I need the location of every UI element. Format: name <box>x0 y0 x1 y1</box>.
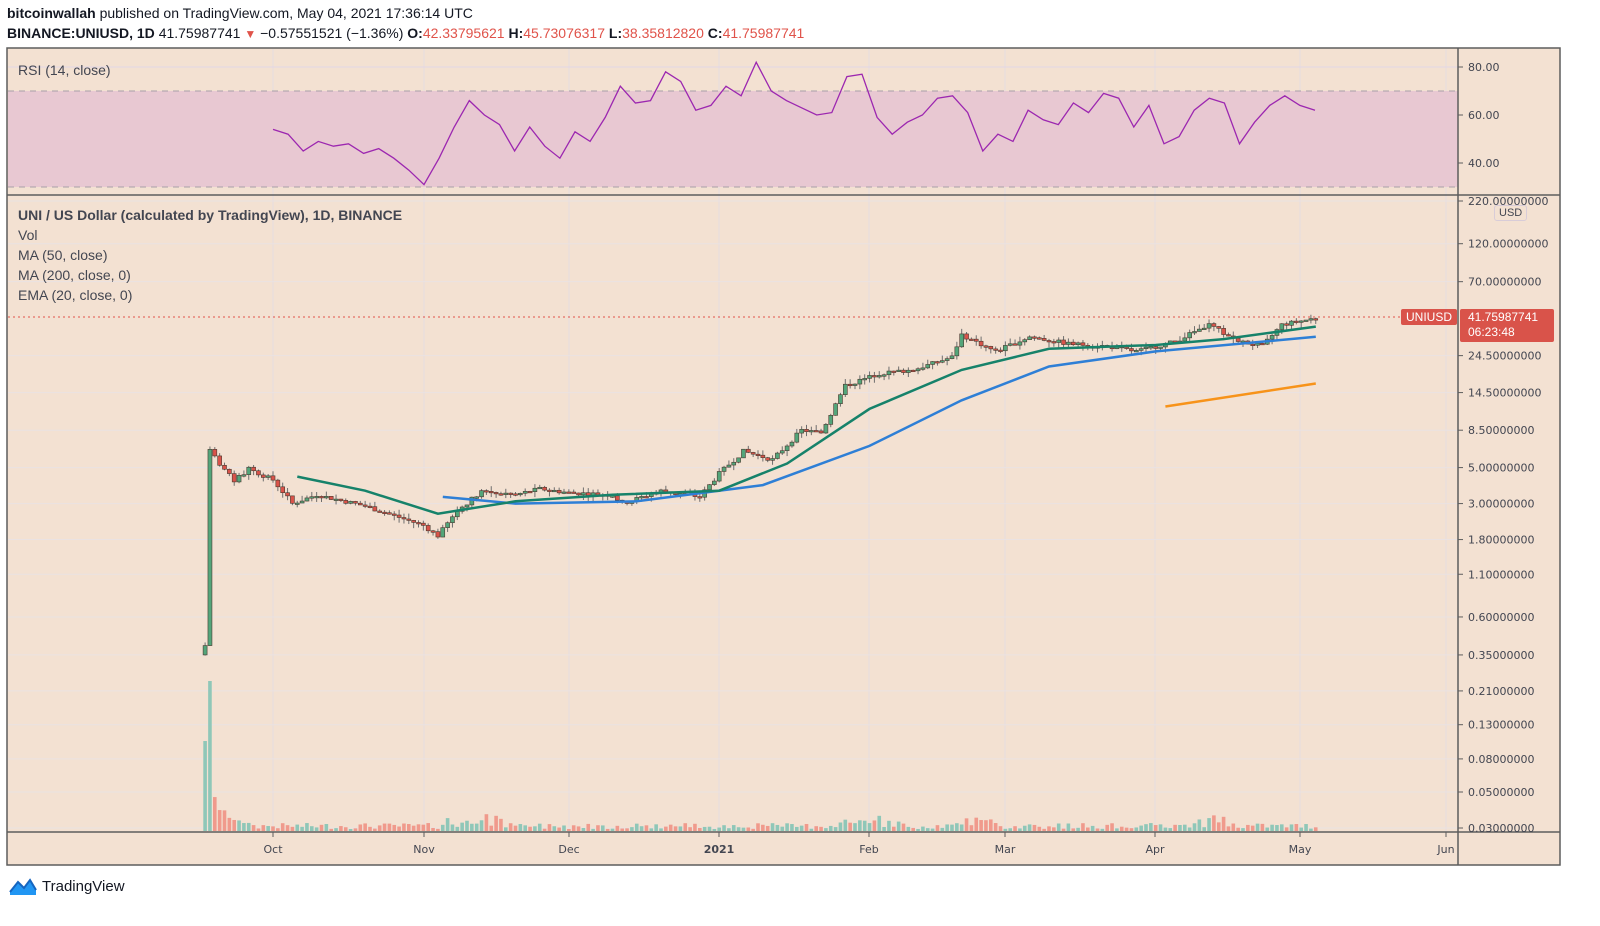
svg-text:1.10000000: 1.10000000 <box>1468 568 1534 581</box>
svg-text:0.03000000: 0.03000000 <box>1468 822 1534 835</box>
rsi-line <box>272 60 1316 186</box>
author-name[interactable]: bitcoinwallah <box>7 5 96 21</box>
rsi-legend[interactable]: RSI (14, close) <box>18 62 111 78</box>
volume-bars <box>203 681 1318 831</box>
svg-text:May: May <box>1289 843 1312 856</box>
legend-vol[interactable]: Vol <box>18 227 38 243</box>
open-label: O: <box>407 25 423 41</box>
price-change: −0.57551521 (−1.36%) <box>260 25 404 41</box>
svg-text:Mar: Mar <box>995 843 1016 856</box>
svg-text:60.00: 60.00 <box>1468 109 1500 122</box>
svg-text:Nov: Nov <box>413 843 435 856</box>
svg-text:8.50000000: 8.50000000 <box>1468 424 1534 437</box>
legend-ema20[interactable]: EMA (20, close, 0) <box>18 287 133 303</box>
low-label: L: <box>608 25 623 41</box>
down-arrow-icon: ▼ <box>244 27 257 41</box>
svg-text:2021: 2021 <box>704 843 735 856</box>
tradingview-logo[interactable]: TradingView <box>8 876 125 896</box>
open-value: 42.33795621 <box>422 25 505 41</box>
ma200-line <box>1165 382 1316 408</box>
svg-text:120.00000000: 120.00000000 <box>1468 238 1548 251</box>
price-axis[interactable]: 220.00000000 120.00000000 70.00000000 24.50… <box>1458 195 1548 835</box>
ma50-line <box>442 335 1316 505</box>
svg-text:Dec: Dec <box>558 843 579 856</box>
svg-text:80.00: 80.00 <box>1468 61 1500 74</box>
svg-text:14.50000000: 14.50000000 <box>1468 387 1541 400</box>
svg-text:5.00000000: 5.00000000 <box>1468 462 1534 475</box>
svg-text:0.35000000: 0.35000000 <box>1468 649 1534 662</box>
high-label: H: <box>508 25 524 41</box>
svg-text:0.08000000: 0.08000000 <box>1468 753 1534 766</box>
tradingview-logo-icon <box>9 878 37 895</box>
bar-countdown: 06:23:48 <box>1468 325 1515 339</box>
last-price: 41.75987741 <box>158 25 241 41</box>
close-label: C: <box>707 25 723 41</box>
svg-text:Apr: Apr <box>1145 843 1165 856</box>
symbol-price-tag: UNIUSD <box>1401 309 1458 325</box>
time-axis[interactable]: Oct Nov Dec 2021 Feb Mar Apr May Jun <box>263 832 1455 856</box>
svg-text:0.13000000: 0.13000000 <box>1468 719 1534 732</box>
svg-text:0.21000000: 0.21000000 <box>1468 685 1534 698</box>
low-value: 38.35812820 <box>622 25 704 41</box>
candlesticks <box>202 314 1319 656</box>
svg-text:70.00000000: 70.00000000 <box>1468 276 1541 289</box>
svg-text:40.00: 40.00 <box>1468 157 1500 170</box>
rsi-axis[interactable]: 80.00 60.00 40.00 <box>1458 61 1500 170</box>
svg-text:24.50000000: 24.50000000 <box>1468 350 1541 363</box>
svg-text:1.80000000: 1.80000000 <box>1468 534 1534 547</box>
close-value: 41.75987741 <box>722 25 805 41</box>
currency-badge[interactable]: USD <box>1494 205 1528 221</box>
last-price-tag: 41.75987741 06:23:48 <box>1460 309 1554 342</box>
last-price-value: 41.75987741 <box>1468 310 1539 324</box>
rsi-band <box>8 91 1458 187</box>
ema20-line <box>297 325 1316 515</box>
publish-info: bitcoinwallah published on TradingView.c… <box>7 5 473 21</box>
svg-text:Feb: Feb <box>859 843 878 856</box>
svg-text:0.05000000: 0.05000000 <box>1468 786 1534 799</box>
published-text: published on TradingView.com, May 04, 20… <box>95 5 473 21</box>
ohlc-bar: BINANCE:UNIUSD, 1D 41.75987741 ▼ −0.5755… <box>7 25 804 41</box>
tradingview-brand: TradingView <box>42 877 125 895</box>
svg-text:Jun: Jun <box>1436 843 1454 856</box>
legend-ma50[interactable]: MA (50, close) <box>18 247 108 263</box>
high-value: 45.73076317 <box>523 25 606 41</box>
svg-text:Oct: Oct <box>263 843 283 856</box>
svg-text:220.00000000: 220.00000000 <box>1468 195 1548 208</box>
svg-text:3.00000000: 3.00000000 <box>1468 498 1534 511</box>
legend-ma200[interactable]: MA (200, close, 0) <box>18 267 131 283</box>
series-title[interactable]: UNI / US Dollar (calculated by TradingVi… <box>18 207 403 223</box>
svg-text:0.60000000: 0.60000000 <box>1468 611 1534 624</box>
symbol-label: BINANCE:UNIUSD, 1D <box>7 25 155 41</box>
